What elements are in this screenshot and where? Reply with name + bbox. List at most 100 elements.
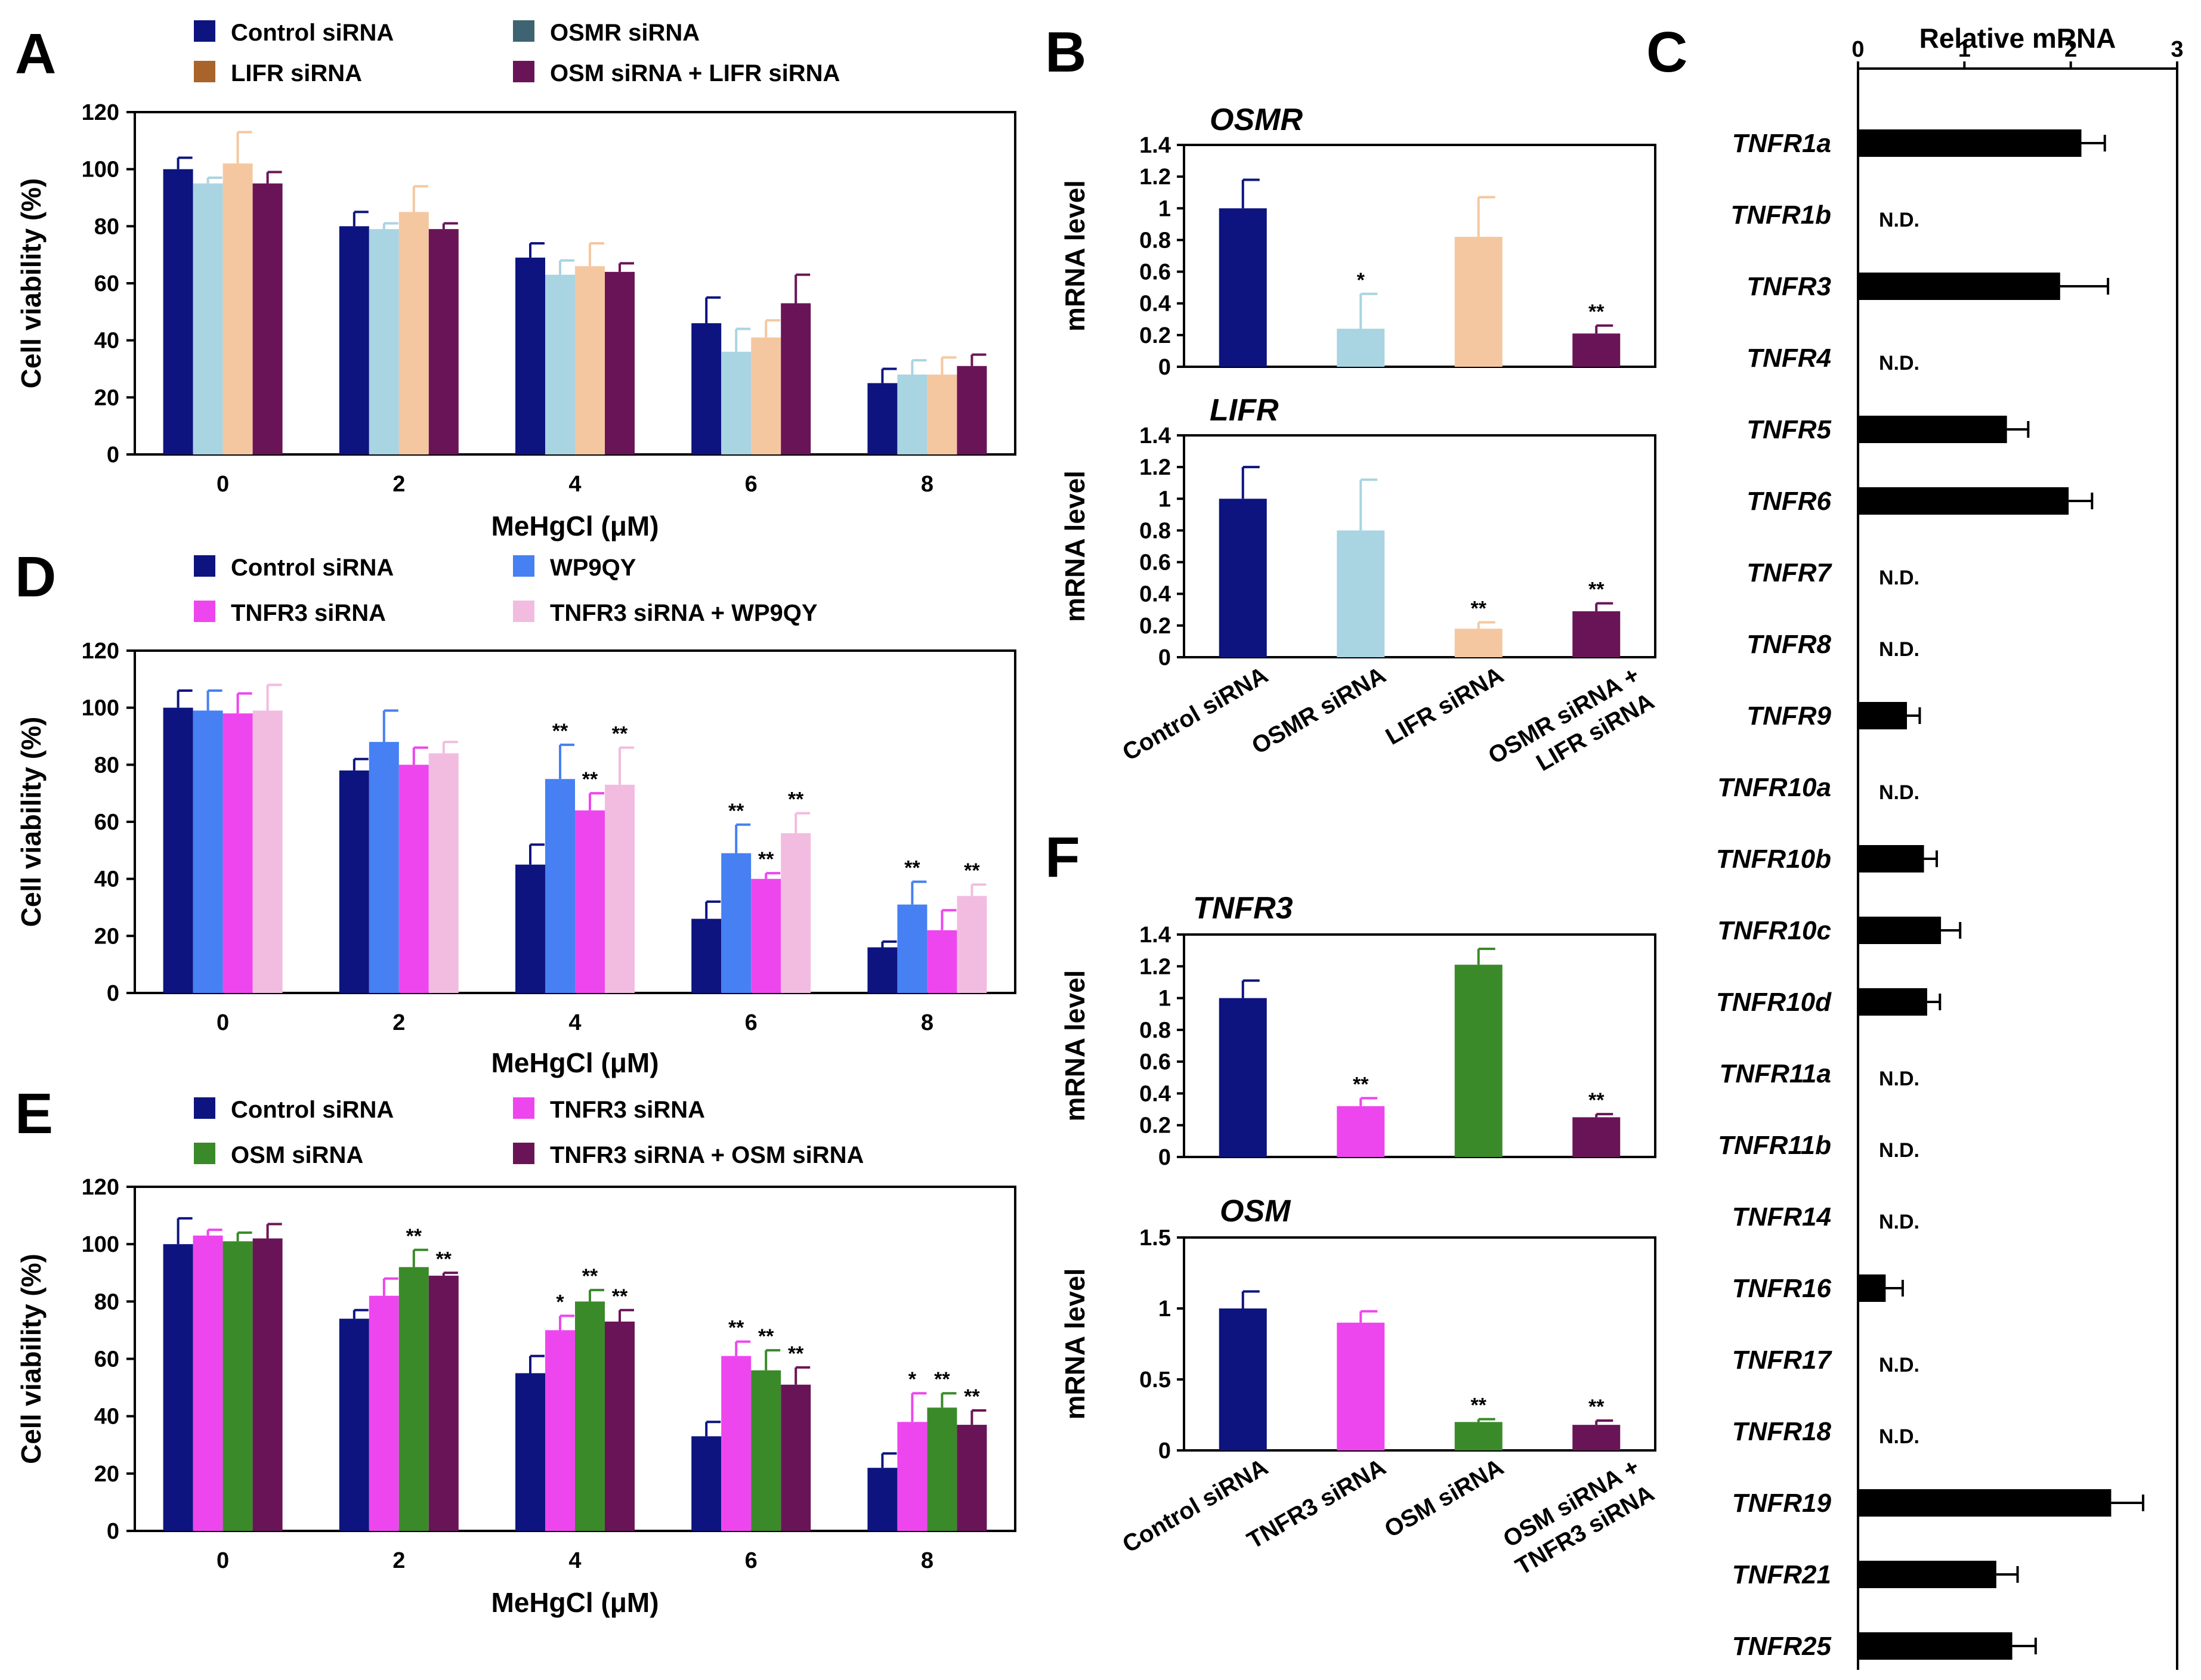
panel-c-bar — [1858, 1561, 1996, 1588]
panel-c-row-label: TNFR11a — [1720, 1059, 1831, 1088]
panel-f1-bar — [1454, 964, 1503, 1157]
panel-e-bar — [957, 1425, 987, 1531]
panel-d-significance-mark: ** — [582, 768, 598, 791]
panel-e-bar — [252, 1238, 283, 1531]
panel-b1-y-tick-label: 1 — [1158, 196, 1171, 221]
panel-b2-y-tick-label: 1 — [1158, 487, 1171, 512]
panel-e-significance-mark: ** — [612, 1285, 628, 1308]
panel-e-bar — [428, 1276, 459, 1531]
panel-e-legend-label: Control siRNA — [231, 1097, 394, 1123]
panel-c-bar — [1858, 1274, 1886, 1302]
panel-e-bar — [369, 1295, 399, 1531]
panel-e-x-tick-label: 2 — [392, 1548, 405, 1573]
panel-a-legend-label: OSM siRNA + LIFR siRNA — [550, 60, 840, 86]
panel-b2-y-tick-label: 0.2 — [1139, 614, 1171, 639]
panel-a-y-tick-label: 80 — [94, 214, 119, 239]
panel-a-bar — [751, 337, 781, 454]
panel-d-bar — [751, 878, 781, 993]
panel-a-x-tick-label: 0 — [217, 472, 229, 497]
panel-e-y-tick-label: 40 — [94, 1404, 119, 1430]
panel-f1-y-tick-label: 1.2 — [1139, 954, 1171, 979]
panel-d-legend-swatch — [513, 601, 534, 622]
panel-f1-significance-mark: ** — [1353, 1073, 1369, 1096]
panel-f1-y-tick-label: 1.4 — [1139, 923, 1171, 948]
panel-c-row-label: TNFR10d — [1716, 988, 1832, 1017]
panel-c-row-label: TNFR3 — [1746, 272, 1831, 301]
panel-a-x-tick-label: 8 — [921, 472, 933, 497]
panel-d-x-tick-label: 2 — [392, 1010, 405, 1035]
panel-d-x-axis-title: MeHgCl (μM) — [491, 1047, 659, 1078]
panel-e-legend-label: TNFR3 siRNA + OSM siRNA — [550, 1142, 864, 1168]
panel-a-bar — [339, 226, 369, 454]
panel-d-bar — [575, 810, 605, 993]
panel-f2-significance-mark: ** — [1588, 1396, 1605, 1418]
panel-c-x-tick-label: 2 — [2064, 37, 2077, 62]
panel-b2-y-tick-label: 1.4 — [1139, 423, 1171, 448]
panel-a-x-axis-title: MeHgCl (μM) — [491, 511, 659, 542]
panel-e-legend-label: OSM siRNA — [231, 1142, 363, 1168]
panel-b1-bar — [1454, 237, 1503, 367]
panel-d-y-tick-label: 60 — [94, 810, 119, 835]
panel-d-y-tick-label: 100 — [82, 696, 119, 721]
panel-c-row-label: TNFR18 — [1732, 1417, 1832, 1446]
panel-a-bar — [781, 303, 811, 454]
panel-b2-y-tick-label: 0 — [1158, 645, 1171, 670]
panel-d-y-tick-label: 80 — [94, 753, 119, 778]
panel-e-bar — [398, 1267, 429, 1531]
panel-a-y-tick-label: 60 — [94, 271, 119, 296]
panel-b1-y-tick-label: 0.6 — [1139, 260, 1171, 285]
panel-c-row-label: TNFR17 — [1732, 1345, 1833, 1375]
panel-a-legend-label: OSMR siRNA — [550, 20, 700, 46]
panel-c-row-label: TNFR5 — [1746, 415, 1831, 444]
panel-b1-plot-frame — [1183, 144, 1656, 368]
panel-a-bar — [605, 271, 635, 454]
panel-c-row-label: TNFR4 — [1746, 344, 1831, 373]
panel-a-y-tick-label: 40 — [94, 329, 119, 354]
panel-b2-x-tick-label: LIFR siRNA — [1381, 662, 1508, 750]
panel-f1-y-tick-label: 0.2 — [1139, 1113, 1171, 1138]
panel-a-bar — [252, 183, 283, 454]
panel-e-legend-swatch — [194, 1143, 215, 1164]
panel-c-not-detected-label: N.D. — [1879, 1211, 1919, 1233]
panel-d-bar — [605, 784, 635, 993]
panel-b2-significance-mark: ** — [1588, 578, 1605, 601]
panel-d-legend-swatch — [513, 555, 534, 577]
panel-a-legend-label: LIFR siRNA — [231, 60, 362, 86]
panel-e-legend-swatch — [513, 1097, 534, 1119]
panel-f2-bar — [1219, 1308, 1267, 1450]
panel-e-bar — [721, 1356, 752, 1531]
panel-e-bar — [691, 1436, 722, 1531]
panel-b2-x-tick-label: OSMR siRNA — [1247, 662, 1390, 760]
panel-f2-y-tick-label: 0.5 — [1139, 1367, 1171, 1393]
panel-d-significance-mark: ** — [612, 723, 628, 745]
panel-f1-bar — [1572, 1117, 1621, 1157]
panel-b1-y-tick-label: 1.4 — [1139, 133, 1171, 158]
panel-b2-bar — [1572, 611, 1621, 657]
panel-b1-y-tick-label: 0.2 — [1139, 323, 1171, 348]
panel-c-not-detected-label: N.D. — [1879, 1425, 1919, 1448]
panel-e-significance-mark: ** — [582, 1265, 598, 1288]
panel-c-row-label: TNFR10b — [1716, 844, 1831, 874]
panel-c-bar — [1858, 273, 2060, 300]
panel-d-legend-label: TNFR3 siRNA + WP9QY — [550, 600, 818, 626]
panel-a-bar — [545, 274, 575, 454]
panel-e-legend-swatch — [513, 1143, 534, 1164]
panel-b1-significance-mark: ** — [1588, 301, 1605, 323]
panel-e-letter: E — [15, 1082, 53, 1146]
panel-a-legend-swatch — [513, 61, 534, 82]
panel-e-y-tick-label: 60 — [94, 1347, 119, 1372]
panel-b1-y-tick-label: 1.2 — [1139, 165, 1171, 190]
panel-e-y-tick-label: 0 — [107, 1519, 119, 1544]
panel-b1-bar — [1337, 329, 1385, 367]
panel-c-row-label: TNFR11b — [1718, 1131, 1831, 1160]
panel-b1-title: OSMR — [1210, 103, 1303, 137]
panel-c-not-detected-label: N.D. — [1879, 781, 1919, 804]
panel-f1-y-axis-title: mRNA level — [1059, 970, 1090, 1122]
panel-c-row-label: TNFR14 — [1732, 1202, 1831, 1232]
panel-e-y-tick-label: 80 — [94, 1289, 119, 1314]
panel-b2-bar — [1219, 499, 1267, 657]
panel-e-x-tick-label: 6 — [745, 1548, 758, 1573]
panel-d-x-tick-label: 0 — [217, 1010, 229, 1035]
panel-c-bar — [1858, 416, 2007, 443]
panel-f1-bar — [1337, 1106, 1385, 1157]
